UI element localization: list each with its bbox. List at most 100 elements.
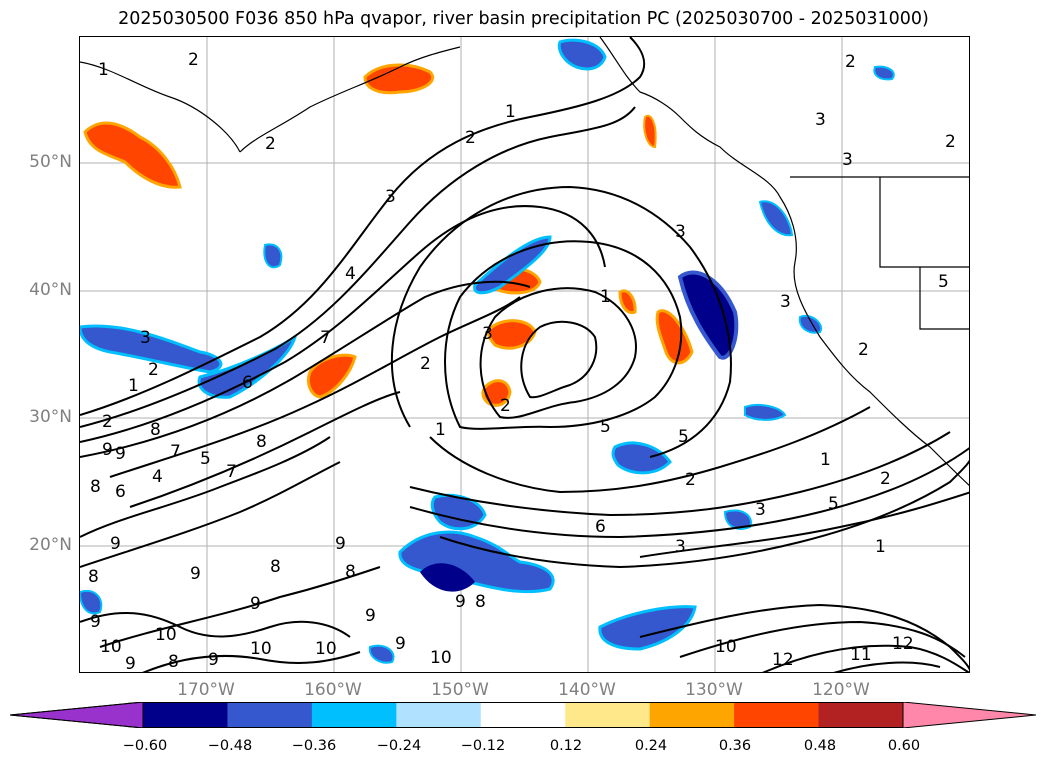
contour-label: 9 xyxy=(335,534,346,554)
lon-label-120w: 120°W xyxy=(812,680,870,700)
contour-label: 4 xyxy=(152,467,163,487)
contour-label: 9 xyxy=(208,650,219,670)
lat-label-40n: 40°N xyxy=(29,280,72,300)
lon-label-170w: 170°W xyxy=(177,680,235,700)
contour-label: 11 xyxy=(850,645,872,665)
contour-label: 8 xyxy=(168,652,179,672)
colorbar-tick: 0.60 xyxy=(887,738,921,754)
colorbar-segment xyxy=(311,702,397,728)
contour-label: 8 xyxy=(345,562,356,582)
coastlines xyxy=(80,37,969,486)
colorbar-segment xyxy=(396,702,482,728)
contour-labels: 1 2 2 1 2 3 4 7 3 2 1 2 9 8 9 7 4 7 8 6 … xyxy=(88,50,956,673)
contour-label: 1 xyxy=(820,450,831,470)
colorbar-tick: −0.36 xyxy=(291,738,337,754)
contour-label: 1 xyxy=(875,537,886,557)
contour-label: 10 xyxy=(315,639,337,659)
contour-label: 10 xyxy=(250,639,272,659)
contour-label: 9 xyxy=(190,564,201,584)
colorbar-segment xyxy=(818,702,904,728)
contour-label: 9 xyxy=(395,634,406,654)
contour-label: 2 xyxy=(465,128,476,148)
contour-label: 5 xyxy=(600,417,611,437)
colorbar-segment xyxy=(480,702,566,728)
contour-label: 10 xyxy=(100,637,122,657)
colorbar-segment xyxy=(227,702,313,728)
contour-label: 3 xyxy=(755,500,766,520)
contour-label: 2 xyxy=(420,354,431,374)
negative-anomaly-fills xyxy=(80,38,895,664)
contour-label: 3 xyxy=(780,292,791,312)
contour-label: 2 xyxy=(858,340,869,360)
contour-label: 1 xyxy=(98,60,109,80)
contour-label: 2 xyxy=(148,360,159,380)
contour-label: 2 xyxy=(188,50,199,70)
map-panel: 1 2 2 1 2 3 4 7 3 2 1 2 9 8 9 7 4 7 8 6 … xyxy=(79,36,970,673)
contour-label: 8 xyxy=(475,592,486,612)
contour-label: 2 xyxy=(880,469,891,489)
chart-title: 2025030500 F036 850 hPa qvapor, river ba… xyxy=(118,9,929,29)
contour-label: 7 xyxy=(226,462,237,482)
contour-label: 8 xyxy=(90,477,101,497)
lon-label-160w: 160°W xyxy=(304,680,362,700)
colorbar-tick: 0.36 xyxy=(718,738,752,754)
colorbar-tick: 0.48 xyxy=(803,738,837,754)
graticule xyxy=(80,37,969,672)
positive-anomaly-fills xyxy=(83,63,694,407)
contour-label: 5 xyxy=(200,449,211,469)
colorbar-segment xyxy=(565,702,651,728)
contour-label: 9 xyxy=(250,594,261,614)
colorbar-segment xyxy=(143,702,228,728)
contour-label: 1 xyxy=(128,376,139,396)
colorbar-tick: −0.48 xyxy=(207,738,253,754)
contour-label: 7 xyxy=(170,442,181,462)
contour-label: 9 xyxy=(90,612,101,632)
contour-label: 12 xyxy=(892,634,914,654)
colorbar-segment xyxy=(649,702,735,728)
contour-label: 2 xyxy=(500,396,511,416)
contour-label: 1 xyxy=(435,420,446,440)
contour-label: 10 xyxy=(155,625,177,645)
colorbar-segment xyxy=(734,702,820,728)
contour-label: 3 xyxy=(842,150,853,170)
qvapor-contours xyxy=(80,37,969,672)
contour-label: 2 xyxy=(945,132,956,152)
colorbar-tick: −0.24 xyxy=(376,738,422,754)
colorbar xyxy=(10,702,1036,728)
lon-label-130w: 130°W xyxy=(685,680,743,700)
contour-label: 8 xyxy=(256,432,267,452)
contour-label: 2 xyxy=(685,470,696,490)
contour-label: 9 xyxy=(125,654,136,673)
lat-label-50n: 50°N xyxy=(29,152,72,172)
contour-label: 3 xyxy=(140,328,151,348)
colorbar-outline-left xyxy=(10,702,144,728)
contour-label: 8 xyxy=(150,420,161,440)
contour-label: 5 xyxy=(678,427,689,447)
contour-label: 2 xyxy=(845,52,856,72)
contour-label: 2 xyxy=(102,412,113,432)
colorbar-tick: −0.12 xyxy=(460,738,506,754)
contour-label: 2 xyxy=(265,134,276,154)
contour-label: 5 xyxy=(828,494,839,514)
contour-label: 9 xyxy=(455,592,466,612)
contour-label: 7 xyxy=(320,328,331,348)
colorbar-tick: −0.60 xyxy=(122,738,168,754)
contour-label: 3 xyxy=(815,110,826,130)
contour-label: 12 xyxy=(772,650,794,670)
contour-label: 4 xyxy=(345,264,356,284)
lon-label-150w: 150°W xyxy=(431,680,489,700)
contour-label: 3 xyxy=(675,222,686,242)
contour-label: 3 xyxy=(385,187,396,207)
contour-label: 6 xyxy=(115,482,126,502)
lat-label-30n: 30°N xyxy=(29,407,72,427)
contour-label: 1 xyxy=(600,287,611,307)
lat-label-20n: 20°N xyxy=(29,535,72,555)
contour-label: 8 xyxy=(270,557,281,577)
lon-label-140w: 140°W xyxy=(558,680,616,700)
contour-label: 9 xyxy=(115,444,126,464)
contour-label: 9 xyxy=(365,606,376,626)
contour-label: 3 xyxy=(675,537,686,557)
contour-label: 6 xyxy=(595,517,606,537)
contour-label: 8 xyxy=(88,567,99,587)
contour-label: 3 xyxy=(482,324,493,344)
